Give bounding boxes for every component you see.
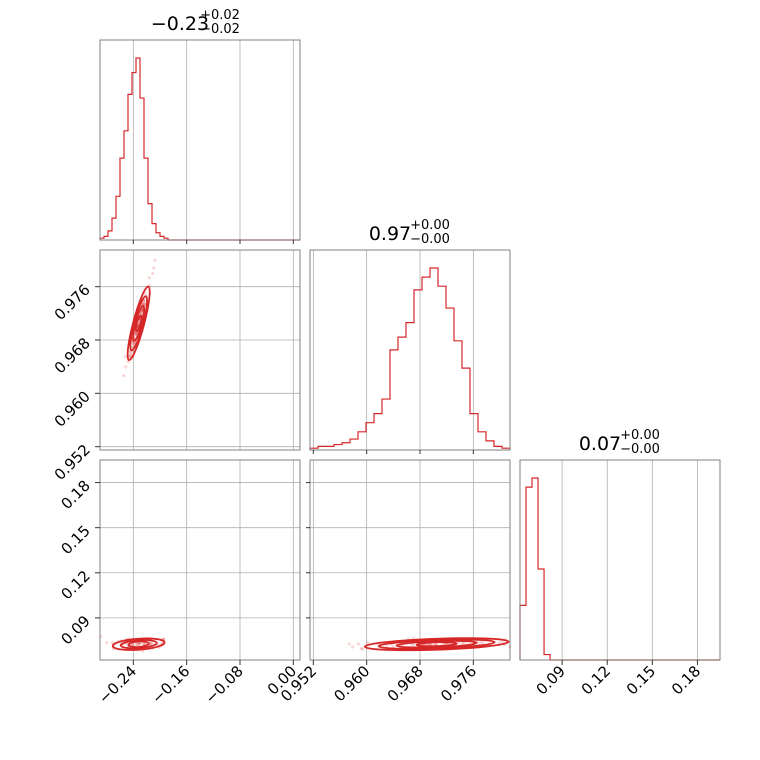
scatter-point [136, 643, 140, 647]
param-title-2: 0.07 [579, 433, 621, 455]
x-tick-label: 0.12 [578, 662, 614, 698]
param-title-lower-error: −0.00 [620, 442, 660, 457]
contour-1-2-level-1 [377, 638, 496, 650]
scatter-point [151, 271, 155, 276]
x-tick-label: 0.18 [668, 662, 704, 698]
scatter-point [152, 266, 156, 270]
histogram-param-0 [99, 57, 300, 241]
scatter-point [457, 641, 461, 645]
param-title-lower-error: −0.00 [410, 232, 450, 247]
scatter-point [150, 641, 154, 646]
scatter-point [123, 355, 127, 359]
scatter-point [142, 302, 146, 306]
scatter-point [140, 309, 144, 313]
scatter-point [347, 642, 351, 646]
scatter-point [124, 365, 128, 369]
y-tick-label: 0.12 [57, 567, 93, 603]
panel-frame-1-0 [99, 249, 301, 451]
contour-1-2-level-0 [363, 637, 510, 652]
contour-1-2-level-3 [415, 641, 458, 648]
x-tick-label: −0.24 [95, 662, 140, 707]
y-tick-label: 0.960 [51, 387, 94, 430]
histogram-param-1 [309, 267, 511, 450]
param-title-upper-error: +0.00 [410, 218, 450, 233]
scatter-point [428, 642, 432, 647]
scatter-point [105, 641, 109, 645]
panel-frame-0-0 [99, 39, 301, 241]
param-title-0: −0.23 [151, 13, 209, 35]
scatter-point [140, 308, 144, 312]
scatter-point [366, 640, 370, 645]
scatter-point [128, 355, 132, 359]
x-tick-label: −0.08 [202, 662, 247, 707]
scatter-point [131, 342, 135, 346]
scatter-point [351, 645, 355, 649]
scatter-point [427, 643, 432, 647]
panel-frame-2-1 [309, 459, 511, 661]
contour-0-2-level-0 [111, 637, 166, 651]
scatter-point [140, 308, 144, 312]
y-tick-label: 0.952 [51, 441, 94, 484]
scatter-point [412, 643, 416, 647]
contour-0-2-level-1 [119, 639, 158, 650]
x-tick-label: 0.976 [437, 662, 480, 705]
scatter-point [141, 302, 145, 306]
scatter-point [137, 642, 141, 646]
scatter-point [141, 301, 145, 305]
scatter-point [128, 350, 132, 354]
panel-frame-1-1 [309, 249, 511, 451]
scatter-point [153, 258, 157, 262]
y-tick-label: 0.976 [51, 281, 94, 324]
y-tick-label: 0.15 [57, 522, 93, 558]
param-title-upper-error: +0.02 [200, 8, 240, 23]
contour-0-1-level-3 [134, 314, 143, 332]
scatter-point [147, 276, 151, 280]
scatter-point [462, 641, 466, 646]
histogram-param-2 [519, 477, 720, 661]
scatter-point [360, 647, 365, 651]
x-tick-label: 0.968 [384, 662, 427, 705]
param-title-value: −0.23 [151, 13, 209, 35]
panel-frame-2-0 [99, 459, 301, 661]
panel-frame-2-2 [519, 459, 721, 661]
x-tick-label: 0.09 [533, 662, 569, 698]
scatter-point [129, 352, 133, 356]
scatter-point [359, 646, 363, 651]
contour-0-1-level-1 [129, 295, 148, 352]
param-title-upper-error: +0.00 [620, 428, 660, 443]
scatter-point [500, 640, 504, 644]
scatter-point [149, 641, 153, 645]
scatter-point [126, 360, 130, 364]
scatter-point [133, 334, 137, 338]
param-title-value: 0.97 [369, 223, 411, 245]
y-tick-label: 0.09 [57, 612, 93, 648]
scatter-point [497, 641, 501, 645]
scatter-point [110, 641, 114, 645]
scatter-point [137, 641, 142, 645]
param-title-1: 0.97 [369, 223, 411, 245]
scatter-point [356, 642, 360, 646]
y-tick-label: 0.968 [51, 334, 94, 377]
scatter-point [128, 354, 132, 358]
x-tick-label: −0.16 [148, 662, 193, 707]
param-title-lower-error: −0.02 [200, 22, 240, 37]
contour-0-2-level-2 [127, 640, 150, 648]
scatter-point [130, 345, 134, 349]
contour-0-1-level-2 [132, 305, 146, 342]
contour-1-2-level-2 [395, 640, 478, 649]
contour-0-1-level-0 [126, 285, 151, 361]
scatter-point [134, 332, 138, 336]
x-tick-label: 0.960 [330, 662, 373, 705]
scatter-point [122, 374, 126, 378]
scatter-point [142, 642, 146, 646]
x-tick-label: 0.15 [623, 662, 659, 698]
scatter-point [391, 645, 395, 649]
param-title-value: 0.07 [579, 433, 621, 455]
scatter-point [135, 643, 139, 647]
scatter-point [133, 331, 137, 335]
scatter-point [142, 642, 146, 646]
